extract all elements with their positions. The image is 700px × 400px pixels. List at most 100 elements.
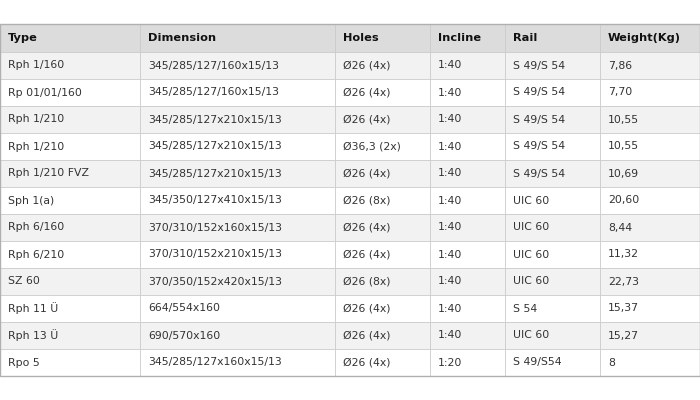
Bar <box>140 106 335 133</box>
Bar <box>505 79 600 106</box>
Bar <box>600 241 700 268</box>
Text: Rail: Rail <box>513 33 538 43</box>
Bar <box>600 133 700 160</box>
Text: 7,86: 7,86 <box>608 60 632 70</box>
Text: Ø26 (8x): Ø26 (8x) <box>343 276 391 286</box>
Text: 1:20: 1:20 <box>438 358 463 368</box>
Text: Weight(Kg): Weight(Kg) <box>608 33 681 43</box>
Text: Incline: Incline <box>438 33 481 43</box>
Bar <box>335 79 430 106</box>
Bar <box>0 268 140 295</box>
Text: 22,73: 22,73 <box>608 276 639 286</box>
Bar <box>140 295 335 322</box>
Text: 10,55: 10,55 <box>608 114 639 124</box>
Bar <box>140 133 335 160</box>
Text: 664/554x160: 664/554x160 <box>148 304 220 314</box>
Text: UIC 60: UIC 60 <box>513 276 550 286</box>
Text: UIC 60: UIC 60 <box>513 330 550 340</box>
Bar <box>505 241 600 268</box>
Bar <box>335 322 430 349</box>
Text: Rph 6/160: Rph 6/160 <box>8 222 64 232</box>
Text: 10,55: 10,55 <box>608 142 639 152</box>
Text: S 49/S 54: S 49/S 54 <box>513 114 565 124</box>
Bar <box>600 187 700 214</box>
Bar <box>0 241 140 268</box>
Bar <box>430 241 505 268</box>
Text: 1:40: 1:40 <box>438 142 463 152</box>
Bar <box>505 52 600 79</box>
Bar <box>505 349 600 376</box>
Bar <box>505 160 600 187</box>
Text: Rph 1/210 FVZ: Rph 1/210 FVZ <box>8 168 89 178</box>
Bar <box>335 24 430 52</box>
Text: Type: Type <box>8 33 38 43</box>
Bar <box>140 160 335 187</box>
Bar <box>335 295 430 322</box>
Text: 345/285/127x210x15/13: 345/285/127x210x15/13 <box>148 114 281 124</box>
Bar <box>505 24 600 52</box>
Bar <box>140 24 335 52</box>
Text: UIC 60: UIC 60 <box>513 196 550 206</box>
Bar <box>430 322 505 349</box>
Text: 370/350/152x420x15/13: 370/350/152x420x15/13 <box>148 276 282 286</box>
Text: 345/350/127x410x15/13: 345/350/127x410x15/13 <box>148 196 282 206</box>
Text: 1:40: 1:40 <box>438 222 463 232</box>
Text: 1:40: 1:40 <box>438 168 463 178</box>
Text: Holes: Holes <box>343 33 379 43</box>
Text: 345/285/127x210x15/13: 345/285/127x210x15/13 <box>148 168 281 178</box>
Text: 1:40: 1:40 <box>438 304 463 314</box>
Bar <box>600 349 700 376</box>
Text: Ø26 (4x): Ø26 (4x) <box>343 168 391 178</box>
Bar <box>0 295 140 322</box>
Bar <box>600 106 700 133</box>
Bar <box>600 160 700 187</box>
Text: 370/310/152x210x15/13: 370/310/152x210x15/13 <box>148 250 282 260</box>
Text: 20,60: 20,60 <box>608 196 639 206</box>
Text: 1:40: 1:40 <box>438 330 463 340</box>
Bar <box>335 349 430 376</box>
Bar <box>430 24 505 52</box>
Bar <box>505 268 600 295</box>
Text: 8,44: 8,44 <box>608 222 632 232</box>
Text: S 54: S 54 <box>513 304 538 314</box>
Bar <box>600 24 700 52</box>
Text: Ø26 (8x): Ø26 (8x) <box>343 196 391 206</box>
Text: 345/285/127x210x15/13: 345/285/127x210x15/13 <box>148 142 281 152</box>
Bar <box>335 52 430 79</box>
Bar <box>430 214 505 241</box>
Text: 1:40: 1:40 <box>438 196 463 206</box>
Text: 690/570x160: 690/570x160 <box>148 330 220 340</box>
Bar <box>335 133 430 160</box>
Text: 10,69: 10,69 <box>608 168 639 178</box>
Bar <box>430 160 505 187</box>
Bar <box>0 214 140 241</box>
Text: Dimension: Dimension <box>148 33 216 43</box>
Bar <box>0 52 140 79</box>
Text: Rph 1/210: Rph 1/210 <box>8 114 64 124</box>
Text: 15,37: 15,37 <box>608 304 639 314</box>
Text: Ø26 (4x): Ø26 (4x) <box>343 222 391 232</box>
Text: Ø26 (4x): Ø26 (4x) <box>343 330 391 340</box>
Text: Ø26 (4x): Ø26 (4x) <box>343 60 391 70</box>
Text: 1:40: 1:40 <box>438 250 463 260</box>
Bar <box>140 349 335 376</box>
Bar <box>600 79 700 106</box>
Bar <box>335 241 430 268</box>
Bar <box>140 187 335 214</box>
Bar <box>600 214 700 241</box>
Text: Rph 11 Ü: Rph 11 Ü <box>8 302 58 314</box>
Text: S 49/S 54: S 49/S 54 <box>513 142 565 152</box>
Bar <box>140 52 335 79</box>
Bar <box>0 349 140 376</box>
Text: 1:40: 1:40 <box>438 276 463 286</box>
Bar <box>430 79 505 106</box>
Text: Rph 1/210: Rph 1/210 <box>8 142 64 152</box>
Bar <box>0 133 140 160</box>
Text: SZ 60: SZ 60 <box>8 276 40 286</box>
Text: 7,70: 7,70 <box>608 88 632 98</box>
Bar <box>140 322 335 349</box>
Bar <box>430 295 505 322</box>
Text: 345/285/127x160x15/13: 345/285/127x160x15/13 <box>148 358 281 368</box>
Text: Ø26 (4x): Ø26 (4x) <box>343 88 391 98</box>
Bar <box>505 133 600 160</box>
